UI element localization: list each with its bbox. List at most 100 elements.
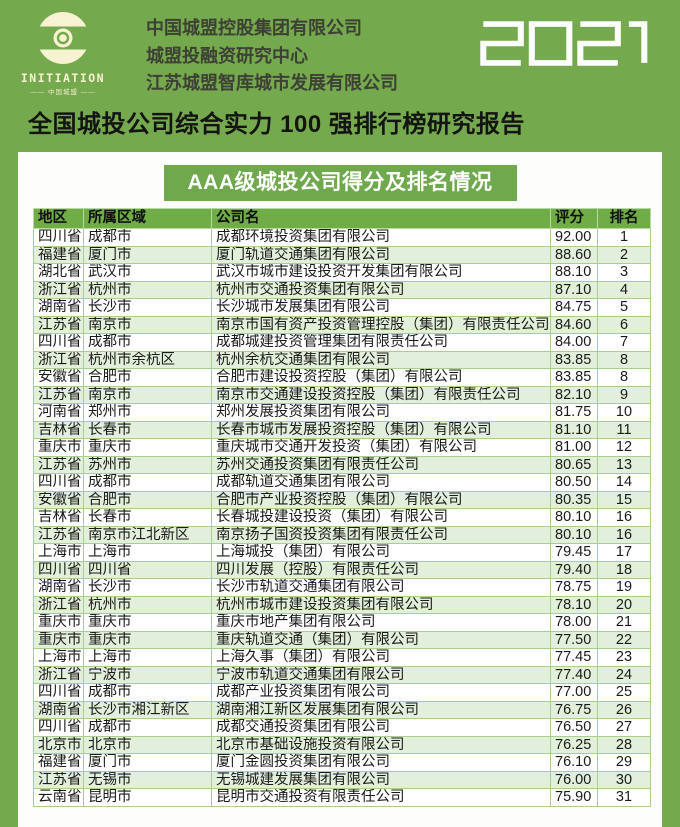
cell-score: 79.45: [550, 543, 598, 562]
cell-company: 武汉市城市建设投资开发集团有限公司: [211, 263, 551, 282]
cell-region: 四川省: [33, 228, 84, 247]
cell-area: 杭州市: [83, 595, 212, 614]
cell-score: 84.60: [550, 315, 598, 334]
cell-area: 南京市: [83, 385, 212, 404]
cell-region: 上海市: [33, 648, 84, 667]
col-header-company: 公司名: [211, 208, 551, 229]
cell-rank: 26: [597, 700, 651, 719]
cell-rank: 15: [597, 490, 651, 509]
cell-area: 合肥市: [83, 490, 212, 509]
cell-company: 长春市城市发展投资控股（集团）有限公司: [211, 420, 551, 439]
cell-rank: 12: [597, 438, 651, 457]
content-panel: AAA级城投公司得分及排名情况 地区 所属区域 公司名 评分 排名 四川省 成都…: [18, 152, 662, 827]
cell-area: 成都市: [83, 683, 212, 702]
cell-company: 南京市交通建设投资控股（集团）有限责任公司: [211, 385, 551, 404]
cell-area: 杭州市: [83, 280, 212, 299]
cell-area: 重庆市: [83, 613, 212, 632]
cell-company: 成都交通投资集团有限公司: [211, 718, 551, 737]
cell-region: 北京市: [33, 735, 84, 754]
cell-company: 南京市国有资产投资管理控股（集团）有限责任公司: [211, 315, 551, 334]
company-logo: INITIATION —— 中国城盟 ——: [17, 8, 109, 96]
table-row: 重庆市 重庆市 重庆市地产集团有限公司 78.00 21: [33, 613, 651, 632]
cell-rank: 14: [597, 473, 651, 492]
table-row: 浙江省 杭州市余杭区 杭州余杭交通集团有限公司 83.85 8: [33, 350, 651, 369]
cell-region: 江苏省: [33, 770, 84, 789]
col-header-score: 评分: [550, 208, 598, 229]
table-row: 江苏省 南京市江北新区 南京扬子国资投资集团有限责任公司 80.10 16: [33, 525, 651, 544]
cell-rank: 16: [597, 508, 651, 527]
cell-score: 92.00: [550, 228, 598, 247]
cell-company: 重庆城市交通开发投资（集团）有限公司: [211, 438, 551, 457]
cell-area: 长春市: [83, 508, 212, 527]
cell-region: 安徽省: [33, 490, 84, 509]
table-row: 江苏省 南京市 南京市交通建设投资控股（集团）有限责任公司 82.10 9: [33, 385, 651, 404]
cell-score: 81.75: [550, 403, 598, 422]
cell-area: 成都市: [83, 333, 212, 352]
cell-region: 浙江省: [33, 665, 84, 684]
cell-company: 成都轨道交通集团有限公司: [211, 473, 551, 492]
cell-rank: 1: [597, 228, 651, 247]
cell-region: 江苏省: [33, 385, 84, 404]
cell-area: 宁波市: [83, 665, 212, 684]
cell-region: 吉林省: [33, 420, 84, 439]
cell-company: 上海城投（集团）有限公司: [211, 543, 551, 562]
ranking-table-body: 四川省 成都市 成都环境投资集团有限公司 92.00 1 福建省 厦门市 厦门轨…: [33, 228, 651, 807]
cell-company: 成都环境投资集团有限公司: [211, 228, 551, 247]
table-row: 吉林省 长春市 长春城投建设投资（集团）有限公司 80.10 16: [33, 508, 651, 527]
cell-area: 苏州市: [83, 455, 212, 474]
cell-score: 76.25: [550, 735, 598, 754]
cell-area: 长春市: [83, 420, 212, 439]
table-header-row: 地区 所属区域 公司名 评分 排名: [33, 208, 651, 229]
cell-rank: 18: [597, 560, 651, 579]
cell-area: 南京市: [83, 315, 212, 334]
table-row: 浙江省 杭州市 杭州市交通投资集团有限公司 87.10 4: [33, 280, 651, 299]
cell-region: 四川省: [33, 333, 84, 352]
cell-score: 88.60: [550, 245, 598, 264]
cell-rank: 27: [597, 718, 651, 737]
cell-rank: 9: [597, 385, 651, 404]
cell-score: 79.40: [550, 560, 598, 579]
cell-company: 成都城建投资管理集团有限责任公司: [211, 333, 551, 352]
cell-rank: 22: [597, 630, 651, 649]
table-row: 安徽省 合肥市 合肥市建设投资控股（集团）有限公司 83.85 8: [33, 368, 651, 387]
cell-company: 宁波市轨道交通集团有限公司: [211, 665, 551, 684]
cell-region: 吉林省: [33, 508, 84, 527]
cell-score: 80.10: [550, 508, 598, 527]
cell-area: 成都市: [83, 228, 212, 247]
cell-rank: 25: [597, 683, 651, 702]
cell-region: 重庆市: [33, 630, 84, 649]
cell-region: 湖南省: [33, 700, 84, 719]
org-line-3: 江苏城盟智库城市发展有限公司: [146, 73, 398, 93]
cell-rank: 10: [597, 403, 651, 422]
cell-company: 无锡城建发展集团有限公司: [211, 770, 551, 789]
cell-rank: 19: [597, 578, 651, 597]
cell-area: 厦门市: [83, 245, 212, 264]
cell-region: 上海市: [33, 543, 84, 562]
cell-score: 81.10: [550, 420, 598, 439]
cell-region: 江苏省: [33, 525, 84, 544]
table-row: 重庆市 重庆市 重庆轨道交通（集团）有限公司 77.50 22: [33, 630, 651, 649]
cell-rank: 29: [597, 753, 651, 772]
cell-rank: 4: [597, 280, 651, 299]
cell-score: 84.75: [550, 298, 598, 317]
cell-score: 78.00: [550, 613, 598, 632]
cell-rank: 30: [597, 770, 651, 789]
cell-rank: 8: [597, 368, 651, 387]
cell-region: 四川省: [33, 683, 84, 702]
cell-region: 福建省: [33, 245, 84, 264]
cell-company: 长沙市轨道交通集团有限公司: [211, 578, 551, 597]
ranking-table-wrap: 地区 所属区域 公司名 评分 排名 四川省 成都市 成都环境投资集团有限公司 9…: [33, 208, 651, 807]
cell-score: 78.10: [550, 595, 598, 614]
cell-company: 长春城投建设投资（集团）有限公司: [211, 508, 551, 527]
page-title: 全国城投公司综合实力 100 强排行榜研究报告: [28, 111, 525, 138]
cell-score: 77.40: [550, 665, 598, 684]
cell-company: 合肥市产业投资控股（集团）有限公司: [211, 490, 551, 509]
cell-area: 北京市: [83, 735, 212, 754]
table-row: 湖北省 武汉市 武汉市城市建设投资开发集团有限公司 88.10 3: [33, 263, 651, 282]
cell-company: 北京市基础设施投资有限公司: [211, 735, 551, 754]
table-row: 河南省 郑州市 郑州发展投资集团有限公司 81.75 10: [33, 403, 651, 422]
cell-region: 四川省: [33, 718, 84, 737]
cell-area: 南京市江北新区: [83, 525, 212, 544]
cell-score: 80.35: [550, 490, 598, 509]
cell-company: 苏州交通投资集团有限责任公司: [211, 455, 551, 474]
